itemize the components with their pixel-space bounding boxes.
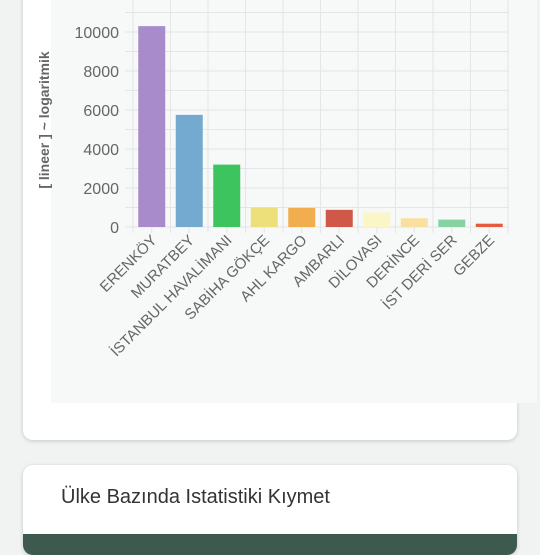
- y-tick-label: 0: [110, 220, 119, 237]
- y-tick-label: 6000: [83, 103, 119, 120]
- country-stats-card[interactable]: Ülke Bazında Istatistiki Kıymet: [23, 465, 517, 555]
- bar-2[interactable]: [175, 114, 203, 227]
- x-tick-label: GEBZE: [450, 232, 498, 280]
- bar-6[interactable]: [325, 209, 353, 227]
- country-stats-header-bar: [23, 534, 517, 555]
- bar-1[interactable]: [138, 26, 166, 228]
- bar-3[interactable]: [213, 164, 241, 227]
- bar-10[interactable]: [475, 223, 503, 227]
- bar-4[interactable]: [250, 207, 278, 228]
- bar-9[interactable]: [438, 219, 466, 227]
- y-tick-label: 8000: [83, 64, 119, 81]
- y-tick-label: 10000: [75, 25, 120, 42]
- country-stats-title: Ülke Bazında Istatistiki Kıymet: [61, 486, 330, 508]
- chart-card: [23, 0, 537, 440]
- y-tick-label: 4000: [83, 142, 119, 159]
- y-axis-label: [ lineer ] ~ logaritmik: [36, 51, 52, 189]
- chart-area: [51, 0, 537, 403]
- bar-5[interactable]: [288, 207, 316, 227]
- bar-7[interactable]: [363, 212, 391, 227]
- y-tick-label: 2000: [83, 181, 119, 198]
- bar-8[interactable]: [400, 218, 428, 227]
